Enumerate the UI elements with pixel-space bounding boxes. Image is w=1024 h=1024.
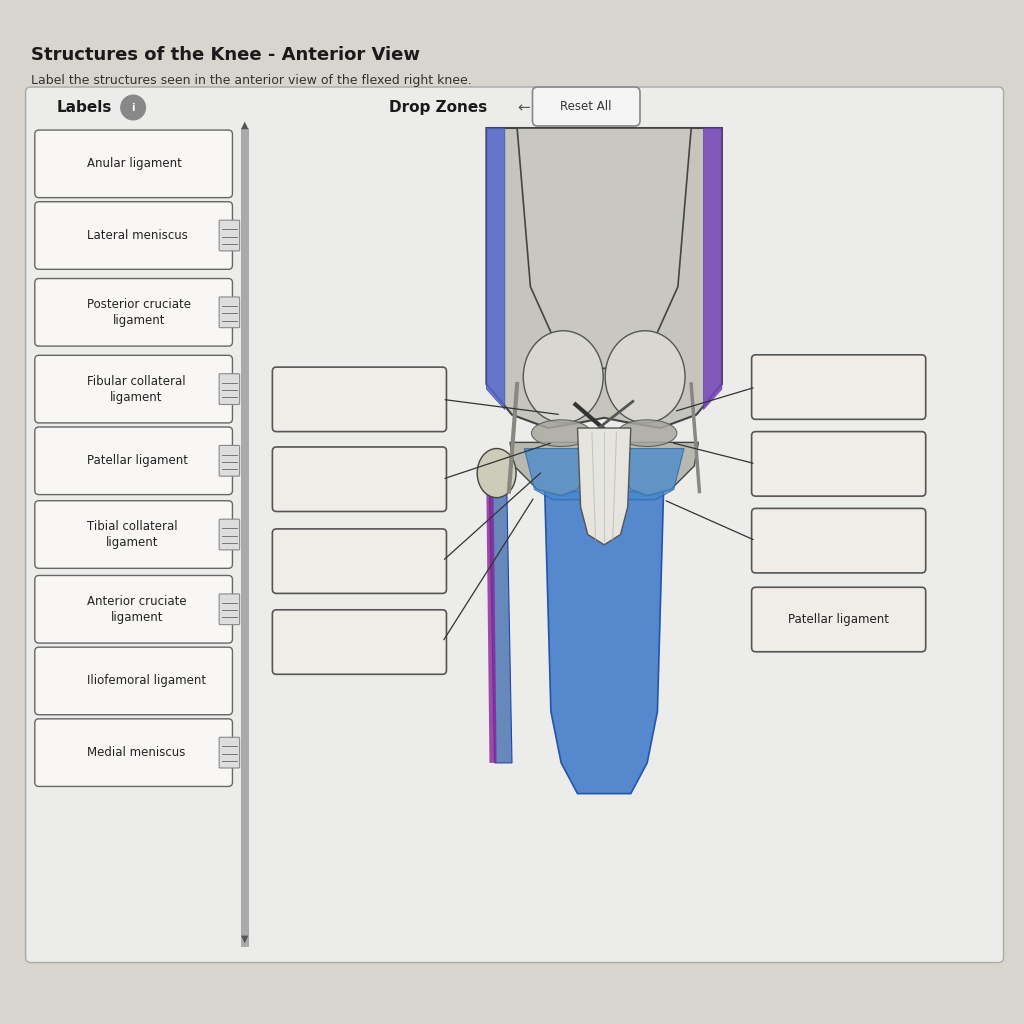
Text: Medial meniscus: Medial meniscus	[87, 746, 185, 759]
FancyBboxPatch shape	[752, 432, 926, 496]
Ellipse shape	[477, 449, 516, 498]
Text: Patellar ligament: Patellar ligament	[87, 455, 188, 467]
Polygon shape	[545, 492, 664, 794]
Text: Lateral meniscus: Lateral meniscus	[87, 229, 188, 242]
FancyBboxPatch shape	[272, 610, 446, 675]
Text: Anular ligament: Anular ligament	[87, 158, 182, 170]
FancyBboxPatch shape	[26, 87, 1004, 963]
FancyBboxPatch shape	[272, 446, 446, 511]
FancyBboxPatch shape	[35, 427, 232, 495]
Polygon shape	[517, 128, 691, 369]
FancyBboxPatch shape	[219, 737, 240, 768]
Polygon shape	[486, 494, 497, 763]
FancyBboxPatch shape	[219, 297, 240, 328]
Text: ▲: ▲	[241, 120, 249, 130]
Ellipse shape	[531, 420, 591, 446]
Text: Reset All: Reset All	[560, 100, 611, 113]
Text: ←: ←	[517, 100, 529, 115]
FancyBboxPatch shape	[35, 575, 232, 643]
Text: Anterior cruciate
ligament: Anterior cruciate ligament	[87, 595, 186, 624]
Ellipse shape	[605, 331, 685, 423]
Text: i: i	[131, 102, 135, 113]
FancyBboxPatch shape	[752, 355, 926, 420]
FancyBboxPatch shape	[35, 279, 232, 346]
Text: Structures of the Knee - Anterior View: Structures of the Knee - Anterior View	[31, 46, 420, 65]
FancyBboxPatch shape	[219, 445, 240, 476]
FancyBboxPatch shape	[35, 202, 232, 269]
FancyBboxPatch shape	[752, 509, 926, 573]
Text: Labels: Labels	[56, 100, 112, 115]
FancyBboxPatch shape	[272, 368, 446, 432]
Text: Drop Zones: Drop Zones	[389, 100, 487, 115]
Polygon shape	[510, 442, 698, 496]
FancyBboxPatch shape	[219, 519, 240, 550]
Polygon shape	[489, 494, 512, 763]
FancyBboxPatch shape	[219, 220, 240, 251]
Text: Iliofemoral ligament: Iliofemoral ligament	[87, 675, 206, 687]
FancyBboxPatch shape	[241, 128, 249, 947]
Polygon shape	[703, 128, 722, 410]
FancyBboxPatch shape	[35, 355, 232, 423]
Text: Posterior cruciate
ligament: Posterior cruciate ligament	[87, 298, 191, 327]
Text: Label the structures seen in the anterior view of the flexed right knee.: Label the structures seen in the anterio…	[31, 74, 471, 87]
FancyBboxPatch shape	[532, 87, 640, 126]
Text: Tibial collateral
ligament: Tibial collateral ligament	[87, 520, 178, 549]
Text: Fibular collateral
ligament: Fibular collateral ligament	[87, 375, 185, 403]
Polygon shape	[486, 128, 722, 428]
Text: Patellar ligament: Patellar ligament	[788, 613, 889, 626]
FancyBboxPatch shape	[35, 647, 232, 715]
Circle shape	[121, 95, 145, 120]
Ellipse shape	[617, 420, 677, 446]
FancyBboxPatch shape	[752, 588, 926, 652]
FancyBboxPatch shape	[35, 719, 232, 786]
FancyBboxPatch shape	[219, 374, 240, 404]
Text: ▼: ▼	[241, 934, 249, 944]
Polygon shape	[524, 449, 684, 500]
Polygon shape	[578, 428, 631, 545]
FancyBboxPatch shape	[272, 528, 446, 594]
Polygon shape	[486, 128, 505, 410]
FancyBboxPatch shape	[35, 130, 232, 198]
Ellipse shape	[523, 331, 603, 423]
FancyBboxPatch shape	[35, 501, 232, 568]
FancyBboxPatch shape	[219, 594, 240, 625]
